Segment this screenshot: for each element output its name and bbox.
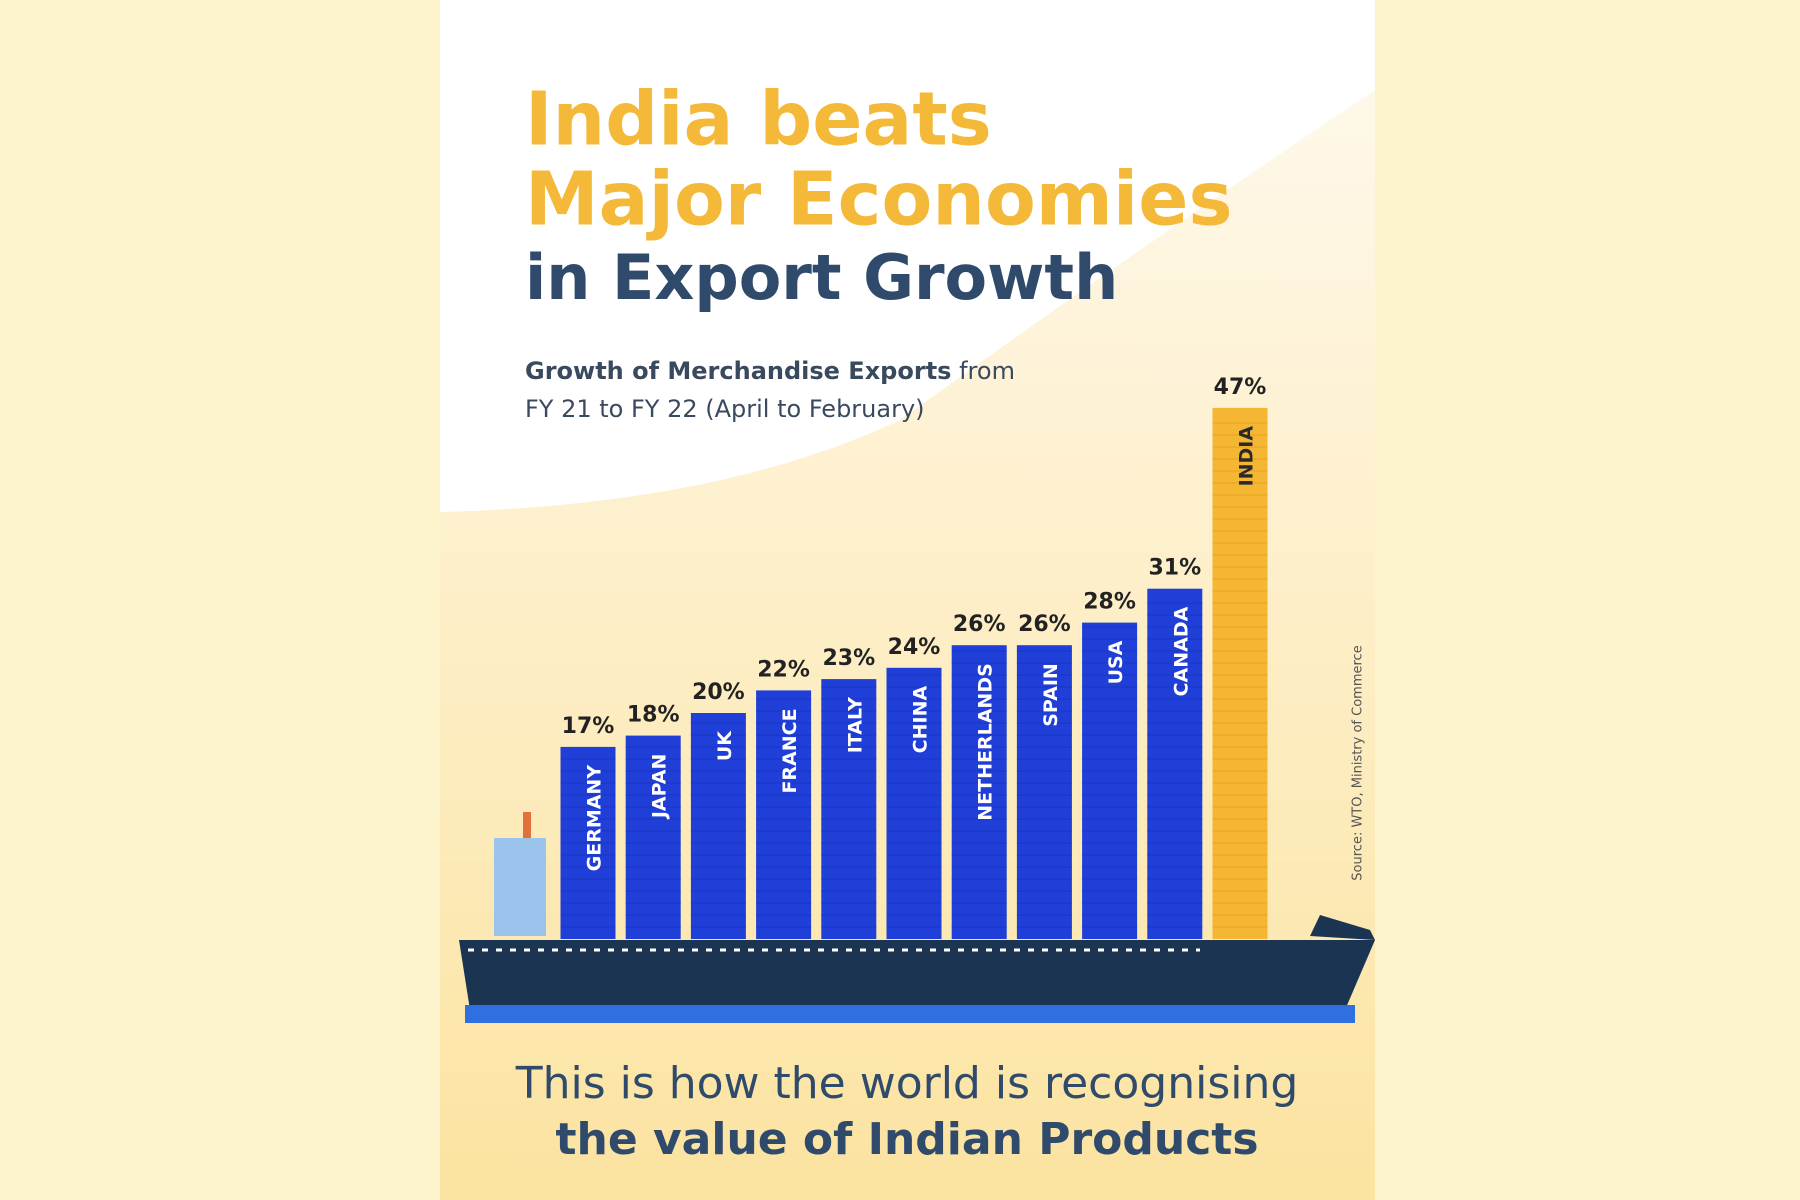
footer: This is how the world is recognising: [515, 1058, 1299, 1109]
ship-mast: [523, 812, 531, 838]
ship-bridge: [494, 838, 546, 936]
category-label: GERMANY: [584, 765, 606, 872]
bar: [951, 645, 1007, 939]
ship-bow: [1310, 915, 1375, 940]
value-label: 31%: [1148, 556, 1201, 581]
value-label: 24%: [888, 635, 941, 660]
category-label: NETHERLANDS: [975, 663, 997, 821]
category-label: SPAIN: [1040, 663, 1062, 727]
subtitle-rest: from FY 21 to FY 22 (April to February): [525, 357, 1015, 423]
ship: [459, 812, 1375, 1023]
category-label: JAPAN: [649, 754, 671, 821]
bar: [625, 735, 681, 939]
chart-title: in Export Growth: [525, 241, 1118, 314]
footer: the value of Indian Products: [555, 1114, 1258, 1165]
subtitle-bold: Growth of Merchandise Exports: [525, 357, 952, 385]
category-label: USA: [1105, 640, 1127, 684]
value-label: 23%: [822, 646, 875, 671]
bar: [886, 667, 942, 939]
bar: [690, 713, 746, 939]
value-label: 18%: [627, 703, 680, 728]
source: Source: WTO, Ministry of Commerce: [1351, 645, 1366, 880]
value-label: 20%: [692, 680, 745, 705]
bar: [1147, 588, 1203, 939]
value-label: 26%: [953, 612, 1006, 637]
category-label: UK: [714, 730, 736, 761]
chart-title: India beats: [525, 77, 992, 163]
subtitle: Growth of Merchandise Exports from FY 21…: [525, 352, 1045, 428]
value-label: 47%: [1214, 375, 1267, 400]
category-label: CANADA: [1170, 606, 1192, 696]
category-label: FRANCE: [779, 708, 801, 793]
category-label: CHINA: [910, 686, 932, 754]
value-label: 22%: [757, 657, 810, 682]
water: [465, 1005, 1355, 1023]
bar: [1212, 407, 1268, 939]
value-label: 28%: [1083, 590, 1136, 615]
bar: [821, 679, 877, 939]
chart-title: Major Economies: [525, 157, 1233, 243]
bar: [1016, 645, 1072, 939]
category-label: INDIA: [1236, 426, 1258, 487]
category-label: ITALY: [844, 697, 866, 753]
ship-hull: [459, 940, 1375, 1010]
value-label: 26%: [1018, 612, 1071, 637]
value-label: 17%: [562, 714, 615, 739]
card-highlight: [440, 0, 1375, 512]
bar: [756, 690, 812, 939]
